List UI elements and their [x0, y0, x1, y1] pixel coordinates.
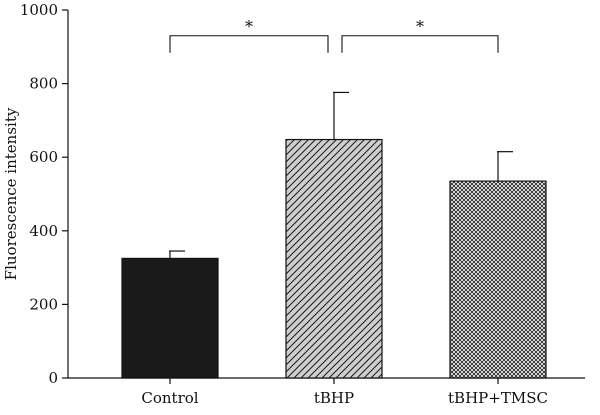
- x-tick-label: tBHP+TMSC: [448, 389, 548, 407]
- significance-bracket: [341, 35, 499, 53]
- y-tick-label: 0: [48, 369, 58, 387]
- significance-bracket: [169, 35, 329, 53]
- y-tick-label: 1000: [20, 1, 58, 19]
- bar-control: [121, 257, 219, 379]
- y-tick-label: 200: [29, 295, 58, 313]
- bar-tbhp: [285, 138, 383, 379]
- y-tick-label: 800: [29, 75, 58, 93]
- x-tick-label: tBHP: [314, 389, 354, 407]
- labels: 0 200 400 600 800 1000 Fluorescence intensity C…: [2, 1, 548, 407]
- x-tick-label: Control: [141, 389, 198, 407]
- y-tick-label: 400: [29, 222, 58, 240]
- bar-tbhp-tmsc: [449, 180, 547, 379]
- y-axis-title: Fluorescence intensity: [2, 107, 20, 280]
- y-tick-label: 600: [29, 148, 58, 166]
- significance-label: *: [245, 17, 253, 36]
- significance-label: *: [416, 17, 424, 36]
- bars: [121, 91, 547, 379]
